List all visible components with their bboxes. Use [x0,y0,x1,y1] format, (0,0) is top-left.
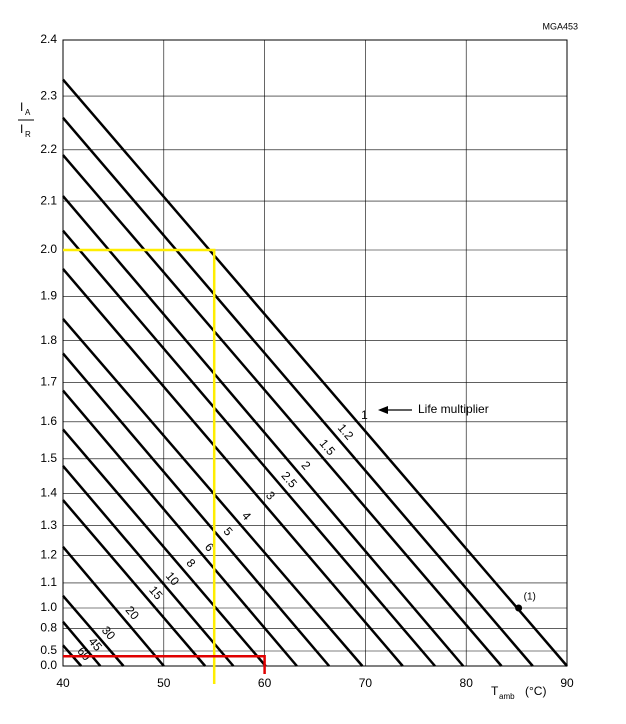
line-label: 3 [263,488,278,502]
life-line [62,154,503,667]
guide-line [63,248,216,684]
x-label-sub: amb [499,692,515,701]
x-tick-label: 70 [359,676,373,690]
x-tick-label: 90 [560,676,574,690]
life-line [62,594,125,667]
y-label-denominator: I [20,122,23,136]
y-tick-label: 2.4 [40,32,57,46]
line-label: 8 [183,556,198,570]
y-tick-label: 1.3 [40,518,57,532]
life-line [62,318,364,667]
point-label: (1) [524,592,536,603]
x-label: T [491,684,499,698]
y-tick-label: 1.4 [40,486,57,500]
life-line [62,499,207,667]
life-line [62,621,102,667]
life-line [62,195,465,667]
y-tick-label: 1.5 [40,451,57,465]
life-line [62,117,534,667]
life-line [62,389,298,667]
x-tick-label: 40 [56,676,70,690]
line-label: 5 [221,524,236,538]
x-tick-label: 60 [258,676,272,690]
annotation: Life multiplier [418,402,489,416]
y-tick-label: 1.1 [40,575,57,589]
life-line [62,78,568,667]
y-tick-label: 0.0 [40,658,57,672]
line-label: 2 [298,458,313,472]
y-tick-label: 2.2 [40,142,57,156]
y-tick-label: 1.0 [40,600,57,614]
y-tick-label: 1.2 [40,548,57,562]
y-tick-label: 2.0 [40,242,57,256]
y-tick-label: 1.9 [40,289,57,303]
life-line [62,545,165,667]
reference-point [515,604,523,612]
y-tick-label: 1.7 [40,375,57,389]
life-line [62,268,404,667]
y-label-sub: A [25,108,31,117]
life-line [62,428,267,667]
y-tick-label: 1.6 [40,414,57,428]
x-tick-label: 50 [157,676,171,690]
x-label-unit: (°C) [525,684,546,698]
plot-frame [62,39,568,667]
y-tick-label: 0.5 [40,643,57,657]
y-tick-label: 1.8 [40,333,57,347]
y-tick-label: 2.3 [40,88,57,102]
line-label: 4 [239,509,254,523]
life-line [62,352,331,667]
x-tick-label: 80 [460,676,474,690]
arrow-head [378,406,388,414]
guide-line [63,654,266,674]
y-label-numerator: I [20,100,23,114]
y-tick-label: 0.8 [40,621,57,635]
line-label: 1 [361,408,368,422]
life-line [62,465,235,667]
y-tick-label: 2.1 [40,193,57,207]
y-label-sub: R [25,130,31,139]
figure-code: MGA453 [542,21,578,31]
life-line [62,229,436,667]
